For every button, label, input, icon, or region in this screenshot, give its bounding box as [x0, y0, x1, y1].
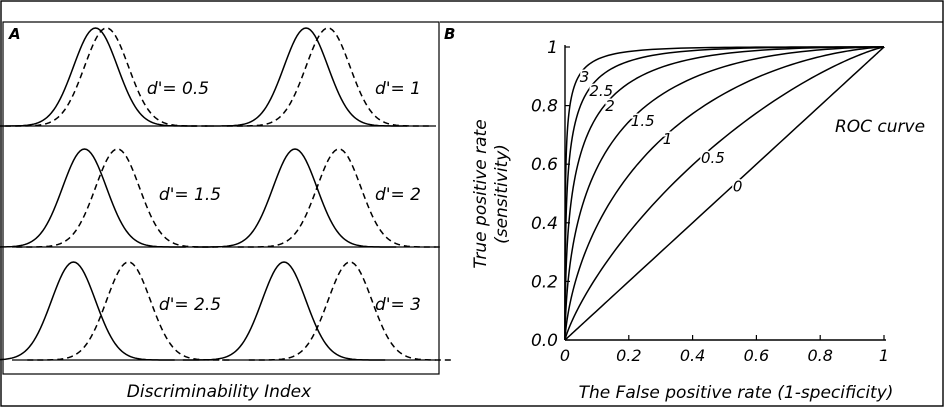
y-axis-label-line2: (sensitivity) [492, 144, 512, 244]
panel-a-xlabel: Discriminability Index [127, 382, 312, 402]
y-tick-label: 0.6 [531, 155, 558, 175]
noise-distribution-curve [0, 261, 175, 361]
signal-distribution-curve [248, 261, 452, 361]
x-tick-label: 0.6 [744, 346, 769, 365]
x-axis-label: The False positive rate (1-specificity) [579, 383, 894, 403]
roc-curve-label: 2.5 [589, 82, 613, 100]
x-tick-label: 0.2 [616, 346, 641, 365]
roc-curve-label: 1 [663, 130, 673, 148]
distribution-panel: d'= 1 [204, 27, 436, 127]
y-tick-label: 0.2 [531, 272, 558, 292]
dprime-label: d'= 2.5 [159, 295, 221, 315]
distribution-panel: d'= 2.5 [0, 261, 230, 361]
y-axis-label-line1: True positive rate [471, 119, 491, 268]
noise-distribution-curve [204, 27, 408, 127]
roc-curve-label: 3 [580, 68, 590, 86]
roc-curve-label: 0.5 [701, 149, 725, 167]
y-tick-label: 0.0 [531, 331, 558, 351]
panel-b: B 0 0.2 0.4 0.6 0.8 1 0.0 0.2 0.4 0.6 0.8 1 0 0.5 1 1.5 2… [440, 21, 943, 403]
y-tick-label: 0.4 [531, 214, 558, 234]
noise-distribution-curve [182, 261, 386, 361]
signal-distribution-curve [16, 148, 219, 248]
y-tick-label: 1 [547, 38, 558, 58]
dprime-label: d'= 0.5 [147, 79, 209, 99]
panel-b-label: B [444, 25, 455, 43]
panel-a: Ad'= 0.5 d'= 1 d'= 1.5 d'= 2 d'= 2.5 d'= 3 Dis… [0, 21, 452, 402]
y-tick-label: 0.8 [531, 97, 558, 117]
noise-distribution-curve [0, 27, 197, 127]
x-tick-label: 1 [879, 346, 889, 365]
distribution-panel: d'= 2 [193, 148, 441, 248]
roc-curve-label: 0 [733, 178, 743, 196]
distribution-panel: d'= 0.5 [0, 27, 214, 127]
dprime-label: d'= 1 [375, 79, 421, 99]
chart-title: ROC curve [835, 117, 925, 137]
roc-curve-label: 2 [605, 97, 615, 115]
dprime-label: d'= 3 [375, 295, 421, 315]
x-tick-label: 0 [560, 346, 570, 365]
noise-distribution-curve [193, 148, 397, 248]
y-axis-label: True positive rate (sensitivity) [471, 119, 512, 268]
signal-distribution-curve [27, 261, 230, 361]
roc-curve [564, 46, 884, 334]
x-tick-label: 0.4 [680, 346, 705, 365]
distribution-panel: d'= 1.5 [0, 148, 221, 248]
dprime-label: d'= 2 [375, 185, 421, 205]
dprime-label: d'= 1.5 [159, 185, 221, 205]
signal-distribution-curve [5, 27, 208, 127]
distribution-panel: d'= 3 [182, 261, 452, 361]
signal-distribution-curve [237, 148, 441, 248]
signal-distribution-curve [226, 27, 430, 127]
x-tick-label: 0.8 [807, 346, 832, 365]
roc-curve-label: 1.5 [631, 112, 655, 130]
roc-curve [564, 46, 885, 341]
panel-a-label: A [8, 25, 21, 43]
panel-a-frame [2, 21, 440, 375]
noise-distribution-curve [0, 148, 186, 248]
